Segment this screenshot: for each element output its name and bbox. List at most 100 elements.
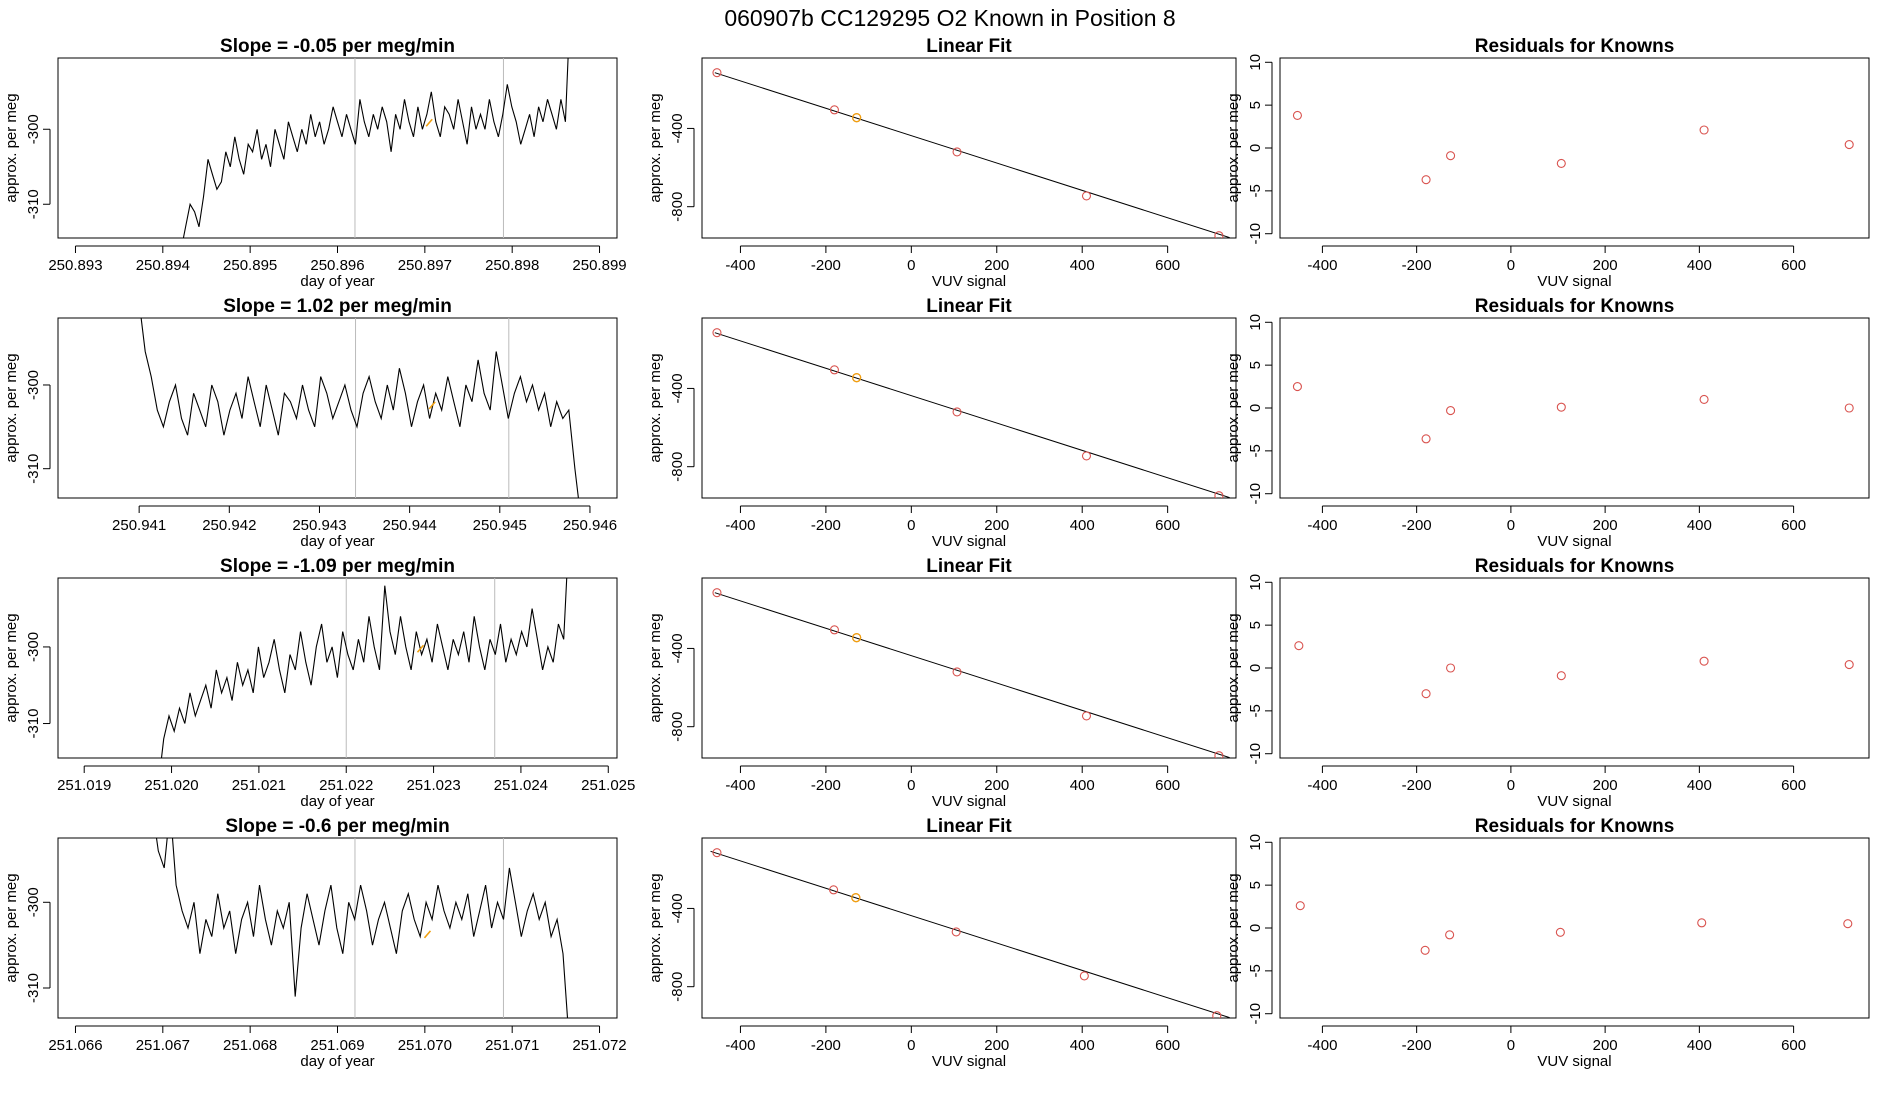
series-line — [160, 578, 568, 758]
residual-point — [1421, 434, 1431, 444]
plot-frame — [701, 577, 1237, 759]
x-tick-label: 200 — [984, 517, 1009, 534]
y-tick-label: 10 — [1247, 834, 1264, 851]
x-tick-label: 200 — [984, 777, 1009, 794]
x-tick-label: 600 — [1155, 257, 1180, 274]
plot-data — [710, 848, 1230, 1018]
x-tick-label: 250.894 — [136, 257, 190, 274]
x-tick-label: -200 — [811, 257, 841, 274]
panel-r2c1: Slope = 1.02 per meg/min 250.941 250.942 25… — [3, 296, 618, 550]
residual-point — [1844, 140, 1854, 150]
panel-r3c2: Linear Fit -400 -200 0 200 400 600 VUV signal -4… — [647, 556, 1237, 810]
plot-data — [160, 578, 568, 758]
plot-data — [1292, 382, 1854, 444]
y-axis-label: approx. per meg — [3, 353, 20, 462]
plot-frame — [1279, 317, 1870, 499]
data-point — [712, 588, 722, 598]
x-tick-label: 251.070 — [398, 1037, 452, 1054]
residual-point — [1556, 158, 1566, 168]
plot-frame — [57, 577, 618, 759]
x-tick-label: 400 — [1687, 257, 1712, 274]
x-tick-label: 0 — [907, 777, 915, 794]
y-axis-label: approx. per meg — [1225, 353, 1242, 462]
panel-r4c3: Residuals for Knowns -400 -200 0 200 400 600 VU… — [1225, 816, 1870, 1070]
residual-point — [1699, 125, 1709, 135]
y-tick-label: -10 — [1247, 743, 1264, 765]
panel-title: Slope = 1.02 per meg/min — [223, 296, 452, 317]
x-tick-label: 0 — [1507, 1037, 1515, 1054]
residual-point — [1556, 671, 1566, 681]
data-point — [1214, 491, 1224, 498]
panel-title: Slope = -1.09 per meg/min — [220, 556, 455, 577]
y-tick-label: -300 — [25, 370, 42, 400]
plot-frame — [57, 317, 618, 499]
residual-point — [1292, 110, 1302, 120]
residual-point — [1420, 945, 1430, 955]
y-tick-label: -800 — [669, 452, 686, 482]
highlight-point — [851, 373, 862, 383]
y-tick-label: 5 — [1247, 881, 1264, 889]
panel-title: Residuals for Knowns — [1475, 296, 1675, 317]
y-tick-label: 0 — [1247, 664, 1264, 672]
x-axis-label: VUV signal — [932, 533, 1006, 550]
panel-r4c2: Linear Fit -400 -200 0 200 400 600 VUV signal -4… — [647, 816, 1237, 1070]
x-tick-label: 250.895 — [223, 257, 277, 274]
x-tick-label: 250.945 — [473, 517, 527, 534]
y-axis-label: approx. per meg — [3, 613, 20, 722]
residual-point — [1843, 919, 1853, 929]
y-tick-label: 10 — [1247, 54, 1264, 71]
x-tick-label: -200 — [1402, 517, 1432, 534]
y-tick-label: -5 — [1247, 704, 1264, 717]
data-point — [951, 927, 961, 937]
plot-data — [712, 328, 1230, 498]
x-tick-label: -400 — [725, 517, 755, 534]
panel-r2c2: Linear Fit -400 -200 0 200 400 600 VUV signal -4… — [647, 296, 1237, 550]
y-tick-label: 0 — [1247, 924, 1264, 932]
plot-frame — [57, 57, 618, 239]
x-tick-label: 251.072 — [572, 1037, 626, 1054]
panel-title: Linear Fit — [926, 816, 1012, 837]
data-point — [829, 105, 839, 115]
x-tick-label: 600 — [1781, 257, 1806, 274]
x-axis-label: VUV signal — [1537, 1053, 1611, 1070]
data-point — [952, 407, 962, 417]
y-tick-label: -300 — [25, 114, 42, 144]
x-tick-label: 400 — [1070, 517, 1095, 534]
x-tick-label: 250.942 — [202, 517, 256, 534]
series-line — [140, 318, 579, 498]
y-tick-label: 10 — [1247, 574, 1264, 591]
x-tick-label: -400 — [1307, 777, 1337, 794]
data-point — [712, 68, 722, 78]
x-tick-label: 0 — [907, 257, 915, 274]
x-tick-label: 251.020 — [144, 777, 198, 794]
x-axis-label: VUV signal — [932, 273, 1006, 290]
panel-title: Linear Fit — [926, 36, 1012, 57]
highlight-point — [851, 633, 862, 643]
x-tick-label: 251.019 — [57, 777, 111, 794]
y-axis-label: approx. per meg — [3, 873, 20, 982]
highlight-point — [851, 113, 862, 123]
plot-frame — [1279, 837, 1870, 1019]
x-axis-label: day of year — [300, 793, 374, 810]
residual-point — [1844, 403, 1854, 413]
plot-data — [1295, 901, 1853, 955]
x-tick-label: -200 — [1402, 777, 1432, 794]
panel-title: Residuals for Knowns — [1475, 36, 1675, 57]
x-tick-label: 251.022 — [319, 777, 373, 794]
plot-frame — [701, 837, 1237, 1019]
data-point — [952, 667, 962, 677]
series-line — [155, 838, 569, 1018]
x-tick-label: 400 — [1687, 777, 1712, 794]
x-tick-label: -400 — [725, 777, 755, 794]
y-tick-label: 0 — [1247, 404, 1264, 412]
x-tick-label: -400 — [725, 257, 755, 274]
y-tick-label: -800 — [669, 712, 686, 742]
panels-group: Slope = -0.05 per meg/min 250.893 250.894 2… — [3, 36, 1870, 1070]
x-tick-label: -200 — [811, 517, 841, 534]
plot-data — [712, 68, 1230, 238]
data-point — [1081, 191, 1092, 201]
y-axis-label: approx. per meg — [647, 873, 664, 982]
x-tick-label: 251.021 — [232, 777, 286, 794]
data-point — [1079, 971, 1089, 981]
